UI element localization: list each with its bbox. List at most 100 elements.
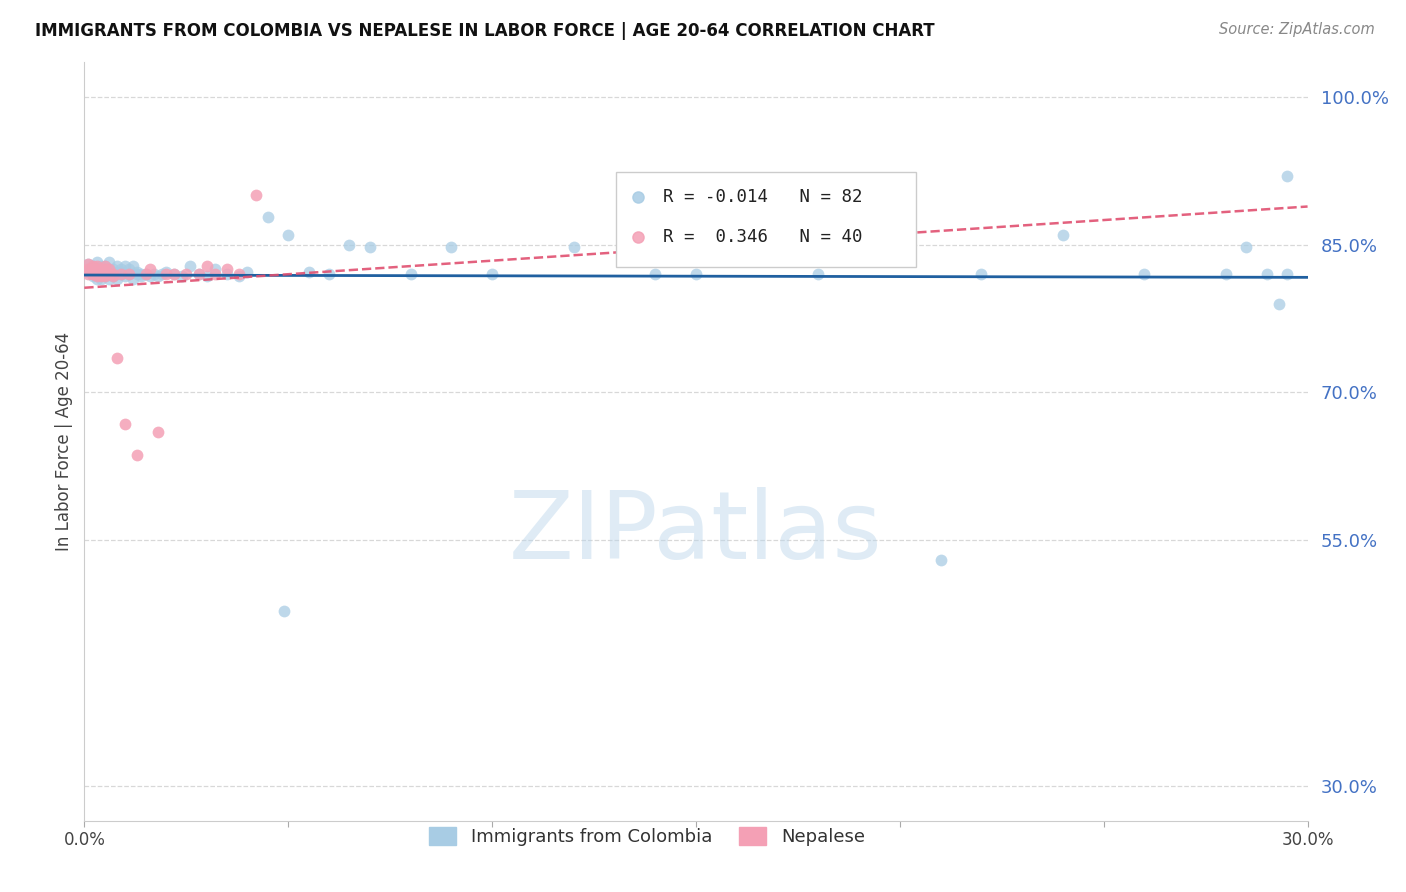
Point bbox=[90, 269, 112, 284]
Point bbox=[105, 351, 128, 365]
Point bbox=[1052, 227, 1074, 242]
Point bbox=[399, 267, 422, 281]
Point bbox=[86, 262, 108, 277]
Point bbox=[90, 260, 112, 274]
Point bbox=[339, 237, 361, 252]
Text: Source: ZipAtlas.com: Source: ZipAtlas.com bbox=[1219, 22, 1375, 37]
Point bbox=[481, 267, 503, 281]
Point bbox=[138, 262, 160, 277]
Point bbox=[105, 260, 128, 274]
Point bbox=[179, 260, 201, 274]
Point bbox=[163, 267, 186, 281]
Y-axis label: In Labor Force | Age 20-64: In Labor Force | Age 20-64 bbox=[55, 332, 73, 551]
Point bbox=[118, 262, 141, 277]
Point bbox=[1133, 267, 1156, 281]
Point bbox=[82, 260, 104, 274]
Point bbox=[101, 269, 124, 284]
Point bbox=[1236, 239, 1258, 253]
Point bbox=[97, 267, 120, 281]
Point bbox=[101, 269, 124, 284]
Point bbox=[174, 267, 197, 281]
Point bbox=[1256, 267, 1278, 281]
Text: IMMIGRANTS FROM COLOMBIA VS NEPALESE IN LABOR FORCE | AGE 20-64 CORRELATION CHAR: IMMIGRANTS FROM COLOMBIA VS NEPALESE IN … bbox=[35, 22, 935, 40]
Point bbox=[105, 272, 128, 286]
Point bbox=[318, 267, 340, 281]
Point bbox=[93, 260, 115, 274]
Point bbox=[1268, 296, 1291, 310]
Text: ZIPatlas: ZIPatlas bbox=[509, 486, 883, 579]
Point bbox=[204, 262, 226, 277]
Point bbox=[90, 272, 112, 286]
Point bbox=[82, 267, 104, 281]
Point bbox=[110, 267, 132, 281]
Point bbox=[127, 265, 149, 279]
Point bbox=[90, 267, 112, 281]
Point bbox=[86, 267, 108, 281]
Point bbox=[440, 239, 463, 253]
Point bbox=[273, 604, 295, 618]
Point bbox=[97, 262, 120, 277]
Text: R =  0.346   N = 40: R = 0.346 N = 40 bbox=[664, 227, 862, 246]
Point bbox=[86, 255, 108, 269]
Point bbox=[135, 267, 157, 281]
Point bbox=[86, 269, 108, 284]
Point bbox=[97, 255, 120, 269]
Point bbox=[1277, 267, 1299, 281]
Point bbox=[807, 267, 830, 281]
Point bbox=[155, 267, 177, 281]
Point bbox=[82, 262, 104, 277]
Point bbox=[90, 262, 112, 277]
Point bbox=[97, 272, 120, 286]
Point bbox=[970, 267, 993, 281]
Point bbox=[277, 227, 299, 242]
Point bbox=[187, 267, 209, 281]
Point bbox=[93, 267, 115, 281]
Legend: Immigrants from Colombia, Nepalese: Immigrants from Colombia, Nepalese bbox=[422, 820, 872, 854]
Point bbox=[142, 267, 165, 281]
Point bbox=[359, 239, 381, 253]
Point bbox=[135, 267, 157, 281]
Point bbox=[195, 260, 218, 274]
Point bbox=[155, 265, 177, 279]
Point bbox=[146, 425, 169, 439]
Point bbox=[82, 267, 104, 281]
Point bbox=[228, 267, 250, 281]
Point bbox=[195, 269, 218, 284]
Point bbox=[93, 260, 115, 274]
Text: R = -0.014   N = 82: R = -0.014 N = 82 bbox=[664, 187, 862, 206]
Point bbox=[86, 260, 108, 274]
Point bbox=[236, 265, 259, 279]
Point bbox=[146, 269, 169, 284]
Point bbox=[93, 269, 115, 284]
Point bbox=[122, 260, 145, 274]
Point bbox=[82, 260, 104, 274]
Point bbox=[298, 265, 321, 279]
Point bbox=[217, 267, 239, 281]
Point bbox=[101, 267, 124, 281]
Point bbox=[131, 269, 153, 284]
Point bbox=[118, 267, 141, 281]
Point bbox=[163, 267, 186, 281]
Point bbox=[110, 262, 132, 277]
Point bbox=[929, 552, 952, 566]
Point bbox=[228, 269, 250, 284]
Point bbox=[245, 188, 267, 202]
Point bbox=[685, 267, 707, 281]
Point bbox=[889, 239, 911, 253]
Point bbox=[1277, 169, 1299, 183]
Point bbox=[77, 257, 100, 271]
Point bbox=[77, 267, 100, 281]
Point bbox=[118, 267, 141, 281]
Point bbox=[172, 269, 194, 284]
FancyBboxPatch shape bbox=[616, 172, 917, 268]
Point bbox=[90, 267, 112, 281]
Point bbox=[86, 262, 108, 277]
Point bbox=[562, 239, 585, 253]
Point bbox=[101, 265, 124, 279]
Point bbox=[127, 448, 149, 462]
Point bbox=[77, 262, 100, 277]
Point bbox=[110, 265, 132, 279]
Point bbox=[204, 267, 226, 281]
Point bbox=[725, 226, 748, 240]
Point bbox=[122, 272, 145, 286]
